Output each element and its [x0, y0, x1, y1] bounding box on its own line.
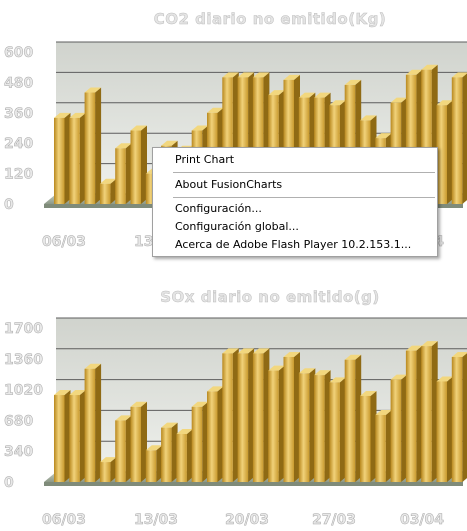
bar[interactable]: [69, 390, 86, 482]
sox-chart-title: SOx diario no emitido(g): [160, 288, 379, 306]
co2-chart-title: CO2 diario no emitido(Kg): [154, 10, 387, 28]
bar[interactable]: [436, 100, 454, 204]
x-tick-label: 20/03: [225, 512, 269, 527]
y-tick-label: 120: [4, 167, 33, 183]
bar[interactable]: [237, 348, 255, 482]
bar[interactable]: [84, 363, 102, 482]
y-tick-label: 480: [4, 75, 33, 91]
bar[interactable]: [390, 374, 408, 482]
bar[interactable]: [268, 365, 285, 482]
y-tick-label: 360: [4, 106, 33, 122]
bar[interactable]: [344, 354, 362, 482]
bar[interactable]: [421, 341, 438, 482]
x-tick-label: 03/04: [400, 512, 444, 527]
context-menu[interactable]: Print Chart About FusionCharts Configura…: [152, 147, 438, 257]
menu-item-configuracion[interactable]: Configuración...: [175, 202, 262, 215]
bar[interactable]: [54, 390, 71, 482]
bar[interactable]: [176, 428, 193, 482]
bar[interactable]: [69, 112, 86, 204]
bar[interactable]: [161, 422, 178, 482]
bar[interactable]: [298, 368, 316, 482]
bar[interactable]: [360, 390, 377, 482]
bar[interactable]: [451, 351, 467, 482]
bar[interactable]: [115, 415, 132, 482]
bar[interactable]: [99, 178, 117, 204]
bar[interactable]: [84, 87, 102, 204]
bar[interactable]: [99, 457, 117, 482]
y-tick-label: 1700: [4, 321, 43, 337]
menu-item-print-chart[interactable]: Print Chart: [175, 153, 235, 166]
bar[interactable]: [375, 409, 392, 482]
bar[interactable]: [283, 351, 301, 482]
bar[interactable]: [130, 125, 148, 204]
x-tick-label: 06/03: [42, 512, 86, 527]
bar[interactable]: [405, 345, 423, 482]
y-tick-label: 240: [4, 136, 33, 152]
bar[interactable]: [54, 112, 71, 204]
bar[interactable]: [222, 348, 239, 482]
x-tick-label: 06/03: [42, 234, 86, 250]
y-tick-label: 340: [4, 444, 33, 460]
bar[interactable]: [329, 377, 346, 482]
y-tick-label: 1020: [4, 383, 43, 399]
bar[interactable]: [451, 72, 467, 204]
bar[interactable]: [207, 386, 224, 482]
y-tick-label: 680: [4, 413, 33, 429]
menu-item-about-fusioncharts[interactable]: About FusionCharts: [175, 178, 283, 191]
y-tick-label: 600: [4, 45, 33, 61]
bar[interactable]: [130, 401, 148, 482]
y-tick-label: 0: [4, 197, 14, 213]
bar[interactable]: [314, 370, 331, 482]
bar[interactable]: [436, 376, 454, 482]
x-tick-label: 13/03: [134, 512, 178, 527]
bar[interactable]: [191, 401, 209, 482]
bar[interactable]: [145, 445, 163, 482]
y-tick-label: 0: [4, 475, 14, 491]
x-tick-label: 27/03: [312, 512, 356, 527]
bar[interactable]: [115, 143, 132, 204]
menu-separator: [173, 172, 435, 173]
menu-separator: [173, 197, 435, 198]
y-tick-label: 1360: [4, 352, 43, 368]
menu-item-configuracion-global[interactable]: Configuración global...: [175, 220, 299, 233]
sox-chart[interactable]: SOx diario no emitido(g) 0 340 680 1020 1360 1…: [4, 288, 467, 528]
plot-floor-edge: [44, 482, 463, 486]
bar[interactable]: [252, 348, 270, 482]
menu-item-acerca-flash-player[interactable]: Acerca de Adobe Flash Player 10.2.153.1.…: [175, 238, 412, 251]
